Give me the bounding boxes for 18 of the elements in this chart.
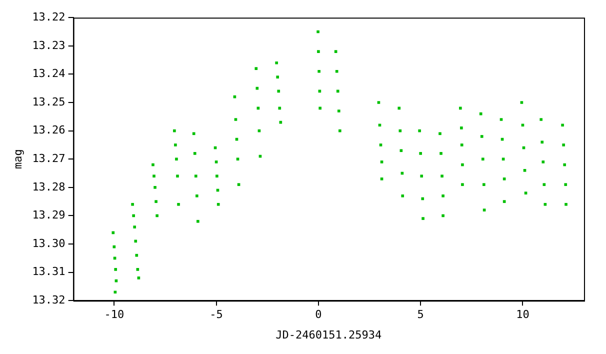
y-tick-label: 13.29	[32, 208, 66, 222]
x-tick-label: -10	[104, 308, 124, 322]
y-tick-label: 13.22	[32, 10, 66, 24]
x-tick-label: 5	[417, 308, 424, 322]
y-tick-label: 13.24	[32, 67, 66, 80]
y-tick-label: 13.27	[32, 152, 66, 165]
x-tick-label: 10	[516, 308, 530, 322]
y-tick-label: 13.28	[32, 180, 66, 194]
x-tick-label: 0	[315, 308, 322, 322]
y-tick-label: 13.25	[32, 95, 66, 108]
y-tick-label: 13.31	[32, 265, 66, 278]
x-axis-title: JD-2460151.25934	[276, 328, 382, 342]
y-tick-label: 13.23	[32, 38, 66, 52]
y-tick-label: 13.30	[32, 236, 66, 250]
y-tick-label: 13.32	[32, 293, 66, 306]
y-axis-title: mag	[11, 149, 24, 170]
y-tick-label: 13.26	[32, 124, 66, 137]
x-tick-label: -5	[210, 308, 223, 322]
